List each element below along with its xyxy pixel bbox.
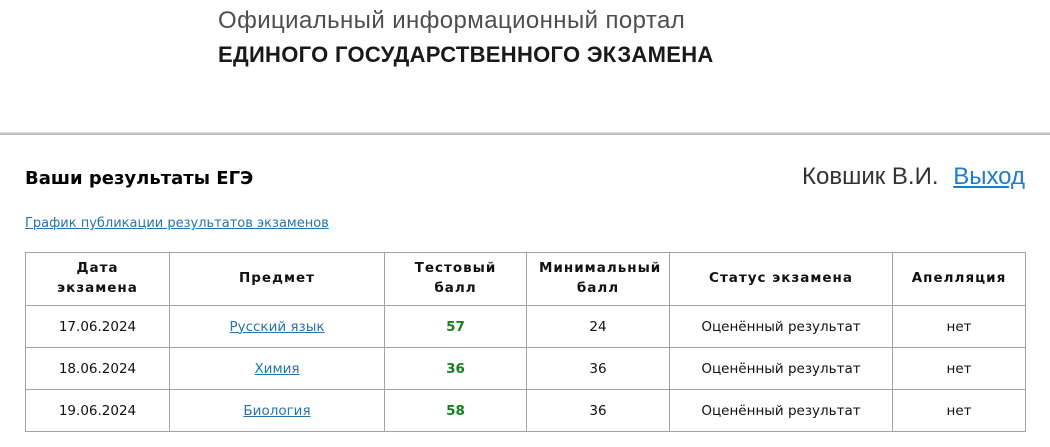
min-score-cell: 24 xyxy=(526,305,670,348)
exam-status-cell: Оценённый результат xyxy=(669,305,893,348)
results-table-header: Дата экзамена Предмет Тестовый балл Мини… xyxy=(25,252,1026,306)
exam-status-cell: Оценённый результат xyxy=(669,389,893,432)
portal-subtitle: Официальный информационный портал xyxy=(218,7,686,34)
subject-link[interactable]: Биология xyxy=(243,402,311,419)
user-name: Ковшик В.И. xyxy=(802,163,939,190)
column-header-exam-date: Дата экзамена xyxy=(25,252,170,306)
test-score-cell: 58 xyxy=(384,389,527,432)
min-score-cell: 36 xyxy=(526,389,670,432)
exam-date-cell: 17.06.2024 xyxy=(25,305,170,348)
portal-title: ЕДИНОГО ГОСУДАРСТВЕННОГО ЭКЗАМЕНА xyxy=(218,42,714,67)
exam-date-cell: 18.06.2024 xyxy=(25,347,170,390)
column-header-test-score: Тестовый балл xyxy=(384,252,527,306)
site-header: Официальный информационный портал ЕДИНОГ… xyxy=(0,0,1050,132)
results-table: Дата экзамена Предмет Тестовый балл Мини… xyxy=(25,252,1026,432)
subject-link[interactable]: Химия xyxy=(254,360,300,377)
results-table-body: 17.06.2024 Русский язык 57 24 Оценённый резу… xyxy=(25,305,1026,432)
schedule-link[interactable]: График публикации результатов экзаменов xyxy=(25,216,329,231)
table-row: 17.06.2024 Русский язык 57 24 Оценённый резу… xyxy=(25,305,1026,348)
table-row: 18.06.2024 Химия 36 36 Оценённый результат не… xyxy=(25,347,1026,390)
test-score-cell: 57 xyxy=(384,305,527,348)
min-score-cell: 36 xyxy=(526,347,670,390)
column-header-subject: Предмет xyxy=(169,252,385,306)
logout-link[interactable]: Выход xyxy=(953,163,1025,190)
subject-cell: Биология xyxy=(169,389,385,432)
appeal-cell: нет xyxy=(892,305,1026,348)
header-row: Дата экзамена Предмет Тестовый балл Мини… xyxy=(25,252,1026,306)
table-row: 19.06.2024 Биология 58 36 Оценённый результа… xyxy=(25,389,1026,432)
exam-date-cell: 19.06.2024 xyxy=(25,389,170,432)
appeal-cell: нет xyxy=(892,389,1026,432)
subject-link[interactable]: Русский язык xyxy=(229,318,325,335)
test-score-cell: 36 xyxy=(384,347,527,390)
column-header-exam-status: Статус экзамена xyxy=(669,252,893,306)
page-title: Ваши результаты ЕГЭ xyxy=(25,168,254,189)
user-box: Ковшик В.И. Выход xyxy=(802,163,1025,191)
appeal-cell: нет xyxy=(892,347,1026,390)
content-area: Ваши результаты ЕГЭ Ковшик В.И. Выход Гр… xyxy=(0,163,1050,432)
title-row: Ваши результаты ЕГЭ Ковшик В.И. Выход xyxy=(25,163,1025,191)
subject-cell: Химия xyxy=(169,347,385,390)
exam-status-cell: Оценённый результат xyxy=(669,347,893,390)
column-header-appeal: Апелляция xyxy=(892,252,1026,306)
column-header-min-score: Минимальный балл xyxy=(526,252,670,306)
subject-cell: Русский язык xyxy=(169,305,385,348)
header-divider xyxy=(0,132,1050,135)
